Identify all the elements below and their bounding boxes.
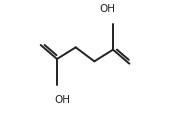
Text: OH: OH: [100, 4, 116, 14]
Text: OH: OH: [54, 95, 70, 105]
